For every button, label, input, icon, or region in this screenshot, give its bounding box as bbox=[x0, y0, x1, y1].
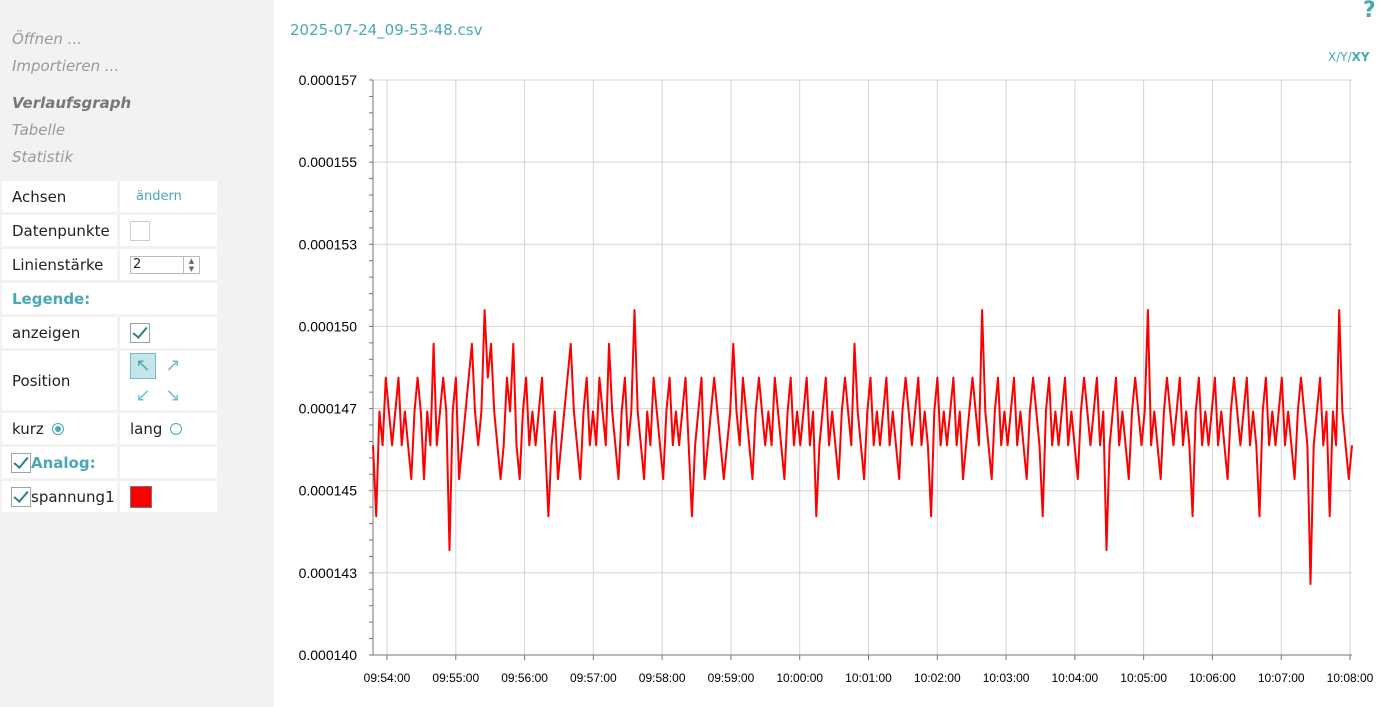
menu-import[interactable]: Importieren ... bbox=[12, 57, 120, 75]
history-chart: 0.000157 0.000155 0.000153 0.000150 0.000147… bbox=[299, 72, 1374, 685]
datapoints-label: Datenpunkte bbox=[2, 215, 117, 246]
x-tick-label: 10:01:00 bbox=[845, 671, 892, 685]
menu-statistics[interactable]: Statistik bbox=[12, 148, 74, 166]
legend-show-row: anzeigen bbox=[2, 317, 220, 348]
axes-label: Achsen bbox=[2, 181, 117, 212]
menu-history-graph[interactable]: Verlaufsgraph bbox=[12, 94, 132, 112]
settings-panel: Achsen ändern Datenpunkte Linienstärke 2… bbox=[2, 181, 220, 515]
channel-checkbox[interactable] bbox=[11, 486, 31, 507]
legend-show-checkbox[interactable] bbox=[130, 322, 150, 343]
analog-row: Analog: bbox=[2, 447, 220, 478]
linewidth-input[interactable]: 2 bbox=[130, 255, 184, 274]
axis-mode-active[interactable]: XY bbox=[1351, 50, 1370, 64]
channel-cell: spannung1 bbox=[2, 481, 117, 512]
arrow-top-left-icon[interactable]: ↖ bbox=[130, 352, 156, 379]
arrow-bottom-right-icon[interactable]: ↘ bbox=[165, 385, 181, 406]
x-tick-label: 10:00:00 bbox=[776, 671, 823, 685]
x-tick-label: 10:04:00 bbox=[1051, 671, 1098, 685]
analog-checkbox[interactable] bbox=[11, 452, 31, 473]
y-tick-label: 0.000143 bbox=[299, 565, 358, 581]
x-tick-label: 09:54:00 bbox=[364, 671, 411, 685]
analog-label: Analog: bbox=[31, 453, 96, 472]
x-tick-label: 09:57:00 bbox=[570, 671, 617, 685]
datapoints-cell bbox=[120, 215, 217, 246]
menu-table[interactable]: Tabelle bbox=[12, 121, 66, 139]
y-tick-label: 0.000140 bbox=[299, 647, 358, 663]
y-tick-label: 0.000153 bbox=[299, 236, 358, 252]
x-tick-label: 10:05:00 bbox=[1120, 671, 1167, 685]
legend-show-label: anzeigen bbox=[2, 317, 117, 348]
legend-title-cell: Legende: bbox=[2, 283, 217, 314]
help-icon[interactable]: ? bbox=[1363, 0, 1376, 23]
legend-mode-short-cell: kurz bbox=[2, 413, 117, 444]
legend-mode-row: kurz lang bbox=[2, 413, 220, 444]
legend-title-row: Legende: bbox=[2, 283, 220, 314]
y-tick-label: 0.000157 bbox=[299, 72, 358, 88]
linewidth-row: Linienstärke 2 ▲ ▼ bbox=[2, 249, 220, 280]
x-tick-label: 09:55:00 bbox=[432, 671, 479, 685]
y-tick-label: 0.000155 bbox=[299, 154, 358, 170]
x-tick-label: 10:03:00 bbox=[983, 671, 1030, 685]
x-tick-label: 09:59:00 bbox=[708, 671, 755, 685]
arrow-bottom-left-icon[interactable]: ↙ bbox=[135, 385, 151, 406]
linewidth-spinner[interactable]: ▲ ▼ bbox=[184, 255, 200, 274]
x-tick-label: 10:06:00 bbox=[1189, 671, 1236, 685]
channel-color-cell bbox=[120, 481, 217, 512]
x-tick-label: 09:58:00 bbox=[639, 671, 686, 685]
series-line bbox=[372, 309, 1353, 585]
channel-label: spannung1 bbox=[31, 487, 115, 506]
x-tick-label: 10:02:00 bbox=[914, 671, 961, 685]
channel-row: spannung1 bbox=[2, 481, 220, 512]
arrow-top-right-icon[interactable]: ↗ bbox=[165, 355, 181, 376]
sidebar: Öffnen ... Importieren ... Verlaufsgraph… bbox=[0, 0, 274, 707]
menu-open[interactable]: Öffnen ... bbox=[12, 30, 82, 48]
legend-title: Legende: bbox=[12, 289, 91, 308]
plot-area bbox=[373, 80, 1352, 655]
axes-row: Achsen ändern bbox=[2, 181, 220, 212]
axes-change-link[interactable]: ändern bbox=[136, 189, 182, 204]
x-tick-label: 10:07:00 bbox=[1258, 671, 1305, 685]
legend-position-grid: ↖ ↗ ↙ ↘ bbox=[130, 352, 186, 409]
axis-mode-options[interactable]: X/Y/ bbox=[1328, 50, 1352, 64]
datapoints-row: Datenpunkte bbox=[2, 215, 220, 246]
y-tick-label: 0.000147 bbox=[299, 401, 358, 417]
legend-mode-short-label: kurz bbox=[12, 419, 44, 438]
datapoints-checkbox[interactable] bbox=[130, 220, 150, 241]
legend-show-cell bbox=[120, 317, 217, 348]
analog-empty-cell bbox=[120, 447, 217, 478]
legend-mode-long-cell: lang bbox=[120, 413, 217, 444]
channel-color-swatch[interactable] bbox=[130, 485, 152, 508]
legend-mode-long-radio[interactable] bbox=[170, 422, 183, 435]
legend-mode-short-radio[interactable] bbox=[51, 422, 64, 435]
linewidth-label: Linienstärke bbox=[2, 249, 117, 280]
x-tick-label: 09:56:00 bbox=[501, 671, 548, 685]
file-title: 2025-07-24_09-53-48.csv bbox=[290, 21, 483, 39]
y-tick-label: 0.000150 bbox=[299, 318, 358, 334]
legend-mode-long-label: lang bbox=[130, 419, 163, 438]
y-tick-label: 0.000145 bbox=[299, 483, 358, 499]
legend-position-row: Position ↖ ↗ ↙ ↘ bbox=[2, 351, 220, 410]
x-tick-label: 10:08:00 bbox=[1327, 671, 1374, 685]
legend-position-label: Position bbox=[2, 351, 117, 410]
legend-position-cell: ↖ ↗ ↙ ↘ bbox=[120, 351, 217, 410]
axis-mode-toggle[interactable]: X/Y/XY bbox=[1328, 50, 1370, 64]
axes-cell: ändern bbox=[120, 181, 217, 212]
linewidth-cell: 2 ▲ ▼ bbox=[120, 249, 217, 280]
analog-cell: Analog: bbox=[2, 447, 117, 478]
